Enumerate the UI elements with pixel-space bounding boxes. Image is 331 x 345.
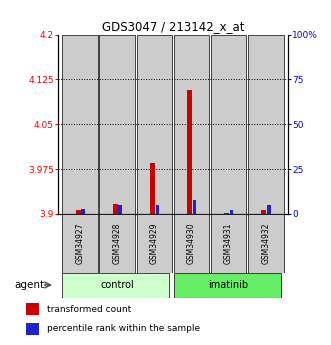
Text: GSM34928: GSM34928: [113, 223, 122, 264]
Bar: [193, 199, 196, 214]
Bar: [62, 273, 169, 298]
Text: GSM34927: GSM34927: [76, 223, 85, 264]
Bar: [261, 210, 266, 214]
Text: transformed count: transformed count: [47, 305, 131, 314]
Bar: [211, 214, 246, 273]
Bar: [211, 34, 246, 214]
Bar: [137, 34, 172, 214]
Bar: [150, 163, 155, 214]
Bar: [187, 89, 192, 214]
Bar: [174, 34, 209, 214]
Bar: [76, 210, 81, 214]
Bar: [26, 323, 39, 335]
Bar: [62, 34, 98, 214]
Bar: [100, 214, 135, 273]
Bar: [174, 214, 209, 273]
Bar: [267, 205, 270, 214]
Text: control: control: [100, 280, 134, 290]
Text: agent: agent: [15, 280, 45, 290]
Bar: [174, 273, 281, 298]
Bar: [248, 214, 284, 273]
Text: GSM34929: GSM34929: [150, 223, 159, 264]
Bar: [113, 204, 118, 214]
Bar: [62, 214, 98, 273]
Bar: [248, 34, 284, 214]
Title: GDS3047 / 213142_x_at: GDS3047 / 213142_x_at: [102, 20, 244, 33]
Bar: [156, 205, 159, 214]
Text: percentile rank within the sample: percentile rank within the sample: [47, 325, 200, 334]
Text: imatinib: imatinib: [209, 280, 249, 290]
Bar: [100, 34, 135, 214]
Bar: [118, 205, 122, 214]
Bar: [224, 213, 229, 214]
Bar: [137, 214, 172, 273]
Bar: [230, 210, 233, 214]
Bar: [81, 208, 85, 214]
Bar: [26, 303, 39, 315]
Text: GSM34931: GSM34931: [224, 223, 233, 264]
Text: GSM34930: GSM34930: [187, 223, 196, 264]
Text: GSM34932: GSM34932: [261, 223, 270, 264]
